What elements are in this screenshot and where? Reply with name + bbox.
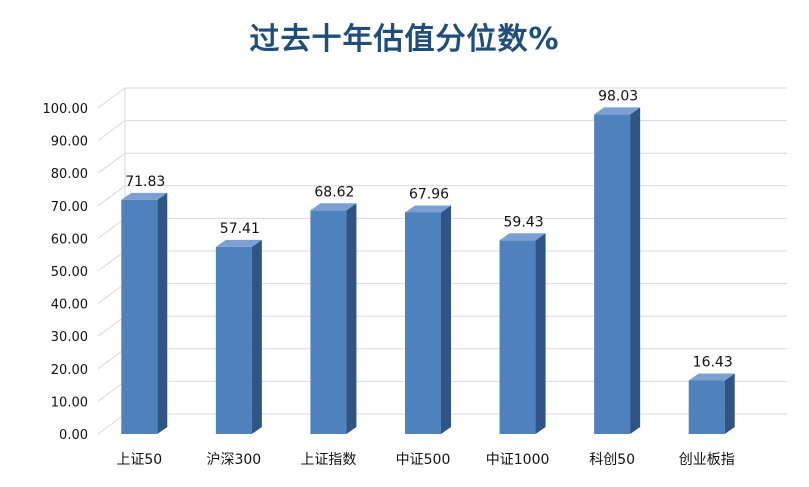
y-axis: 0.00 10.00 20.00 30.00 40.00 50.00 60.00 70.00 8… [43,102,89,443]
data-label: 71.83 [125,174,165,190]
bar-side [346,203,357,434]
x-category-label: 创业板指 [679,452,735,468]
data-label: 16.43 [693,354,733,370]
bar-top [405,205,451,213]
bar-side [630,107,641,434]
data-label: 68.62 [314,184,354,200]
x-category-label: 中证500 [396,452,451,468]
bar-side [724,373,735,434]
bar-side [535,233,546,434]
y-tick-label: 100.00 [43,102,89,117]
bar-front [121,199,158,434]
x-category-label: 上证指数 [300,452,356,468]
labels: 71.83 上证50 57.41 沪深300 68.62 上证指数 67.96 中证500 59… [116,88,734,468]
bar-top [215,239,262,247]
gridline [97,120,787,142]
y-tick-label: 70.00 [51,200,88,215]
bar-top [310,203,357,211]
y-tick-label: 0.00 [59,428,88,443]
y-tick-label: 40.00 [51,298,88,313]
data-label: 67.96 [409,186,449,202]
data-label: 59.43 [504,214,544,230]
x-category-label: 科创50 [589,452,635,468]
gridline [97,152,787,174]
bar-top [594,107,641,115]
bars [121,107,735,434]
bar-front [215,246,252,434]
y-tick-label: 20.00 [51,363,88,378]
x-category-label: 中证1000 [486,452,550,468]
bar-top [499,233,546,241]
bar-side [441,205,451,434]
bar-side [251,239,262,434]
x-category-label: 沪深300 [206,452,261,468]
chart-title: 过去十年估值分位数% [249,22,560,57]
x-category-label: 上证50 [116,452,162,468]
bar-side [157,192,168,434]
y-tick-label: 50.00 [51,265,88,280]
bar-top [121,192,168,200]
bar-front [688,380,725,434]
data-label: 98.03 [598,88,638,104]
data-label: 57.41 [220,221,260,237]
y-tick-label: 80.00 [51,167,88,182]
bar-front [310,210,347,434]
gridline [97,87,787,109]
y-tick-label: 90.00 [51,135,88,150]
y-tick-label: 60.00 [51,232,88,247]
y-tick-label: 10.00 [51,395,88,410]
bar-front [594,114,631,434]
bar-front [499,240,536,434]
bar-top [688,373,735,381]
bar-front [405,212,441,434]
y-tick-label: 30.00 [51,330,88,345]
